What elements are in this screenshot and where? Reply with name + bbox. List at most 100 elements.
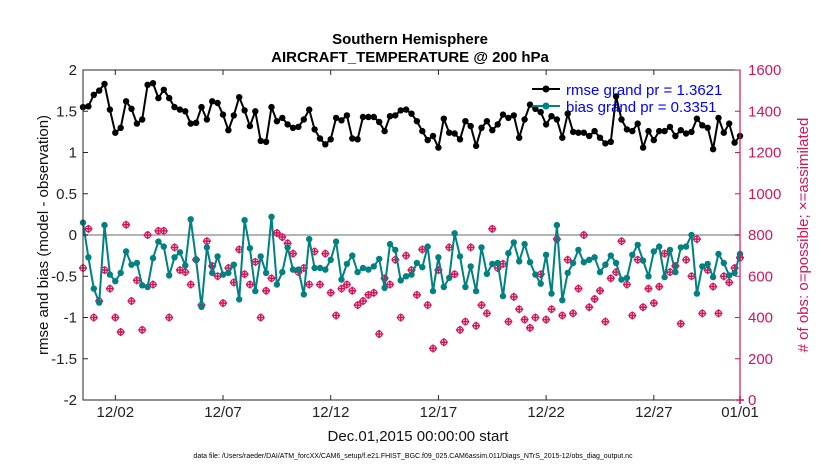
bias-point	[268, 213, 275, 220]
bias-point	[656, 243, 663, 250]
obs-assimilated-marker	[698, 309, 707, 318]
obs-count-point	[89, 313, 98, 322]
bias-point	[230, 261, 237, 268]
bias-point	[720, 259, 727, 267]
bias-point	[392, 246, 399, 254]
rmse-point	[586, 132, 593, 140]
obs-count-point	[418, 245, 427, 254]
obs-assimilated-marker	[709, 282, 718, 291]
obs-assimilated-marker	[525, 323, 534, 332]
rmse-point	[257, 137, 264, 145]
rmse-point	[645, 127, 652, 135]
rmse-point	[580, 129, 587, 136]
bias-point	[591, 254, 598, 261]
rmse-point	[596, 134, 604, 141]
obs-assimilated-marker	[170, 243, 179, 252]
obs-assimilated-marker	[219, 299, 228, 308]
rmse-point	[316, 135, 324, 142]
obs-assimilated-marker	[138, 325, 147, 334]
rmse-point	[273, 118, 281, 125]
rmse-point	[532, 105, 539, 113]
x-tick-label: 12/07	[204, 404, 242, 421]
bias-point	[693, 290, 701, 297]
rmse-point	[699, 122, 706, 129]
rmse-point	[155, 94, 162, 102]
bias-point	[440, 283, 447, 291]
bias-point	[203, 244, 211, 251]
bias-point	[672, 268, 679, 276]
obs-count-point	[439, 338, 448, 347]
bias-point	[295, 266, 302, 273]
obs-assimilated-marker	[116, 327, 125, 336]
obs-assimilated-marker	[84, 224, 93, 233]
rmse-point	[467, 122, 474, 130]
bias-point	[198, 303, 205, 310]
bias-point	[612, 259, 620, 267]
rmse-point	[106, 106, 114, 113]
obs-count-point	[455, 325, 464, 334]
bias-point	[214, 253, 221, 260]
bias-point	[90, 285, 98, 292]
rmse-point	[214, 99, 221, 107]
rmse-point	[413, 118, 421, 125]
bias-point	[370, 263, 377, 270]
obs-count-point	[450, 270, 459, 279]
rmse-point	[349, 135, 356, 142]
obs-zero-marker	[736, 396, 744, 404]
y-axis-right-ticks: 1600 1400 1200 1000 800 600 400 200 0	[735, 62, 781, 409]
y-right-tick-label: 0	[748, 392, 756, 409]
rmse-point	[623, 126, 631, 133]
obs-assimilated-marker	[348, 286, 357, 295]
y-axis-left-ticks: 2 1.5 1 0.5 0 -0.5 -1 -1.5 -2	[51, 62, 88, 409]
obs-assimilated-marker	[159, 226, 168, 235]
bias-point	[639, 257, 647, 264]
obs-count-point	[714, 309, 723, 318]
y-left-tick-label: -0.5	[51, 268, 77, 285]
obs-assimilated-marker	[412, 290, 421, 299]
y-left-tick-label: -2	[64, 392, 77, 409]
rmse-point	[682, 130, 690, 137]
bias-point	[413, 259, 421, 267]
bias-point	[704, 260, 711, 268]
obs-count-point	[482, 309, 491, 318]
obs-count-point	[644, 284, 653, 293]
obs-assimilated-marker	[520, 315, 529, 324]
bias-point	[575, 246, 582, 254]
obs-count-point	[402, 251, 411, 260]
rmse-point	[602, 140, 609, 147]
obs-count-point	[127, 297, 136, 305]
legend-rmse-label: rmse grand pr = 1.3621	[566, 82, 722, 99]
bias-point	[419, 264, 426, 271]
rmse-point	[408, 110, 415, 117]
bias-point	[257, 253, 264, 260]
bias-point	[532, 271, 539, 278]
x-axis-label: Dec.01,2015 00:00:00 start	[328, 428, 510, 445]
obs-count-point	[477, 301, 486, 310]
bias-point	[623, 274, 631, 282]
rmse-point	[715, 114, 722, 122]
obs-count-point	[122, 220, 131, 229]
bias-point	[435, 254, 442, 261]
rmse-point	[327, 136, 334, 143]
bias-point	[376, 255, 383, 263]
rmse-point	[553, 116, 561, 123]
bias-point	[273, 281, 281, 288]
obs-count-point	[111, 313, 120, 322]
obs-assimilated-marker	[563, 255, 572, 264]
rmse-point	[171, 103, 178, 111]
obs-assimilated-marker	[644, 284, 653, 293]
rmse-point	[381, 127, 388, 135]
y-right-tick-label: 1000	[748, 186, 781, 203]
obs-count-point	[262, 286, 271, 295]
rmse-point	[187, 120, 194, 127]
bias-point	[262, 269, 270, 277]
obs-assimilated-marker	[547, 305, 556, 314]
obs-count-point	[337, 284, 346, 293]
obs-assimilated-marker	[466, 243, 475, 252]
bias-point	[365, 266, 372, 273]
bias-point	[446, 274, 453, 282]
rmse-point	[537, 108, 544, 116]
obs-assimilated-marker	[472, 321, 481, 330]
obs-assimilated-marker	[617, 237, 626, 246]
rmse-point	[435, 144, 442, 151]
